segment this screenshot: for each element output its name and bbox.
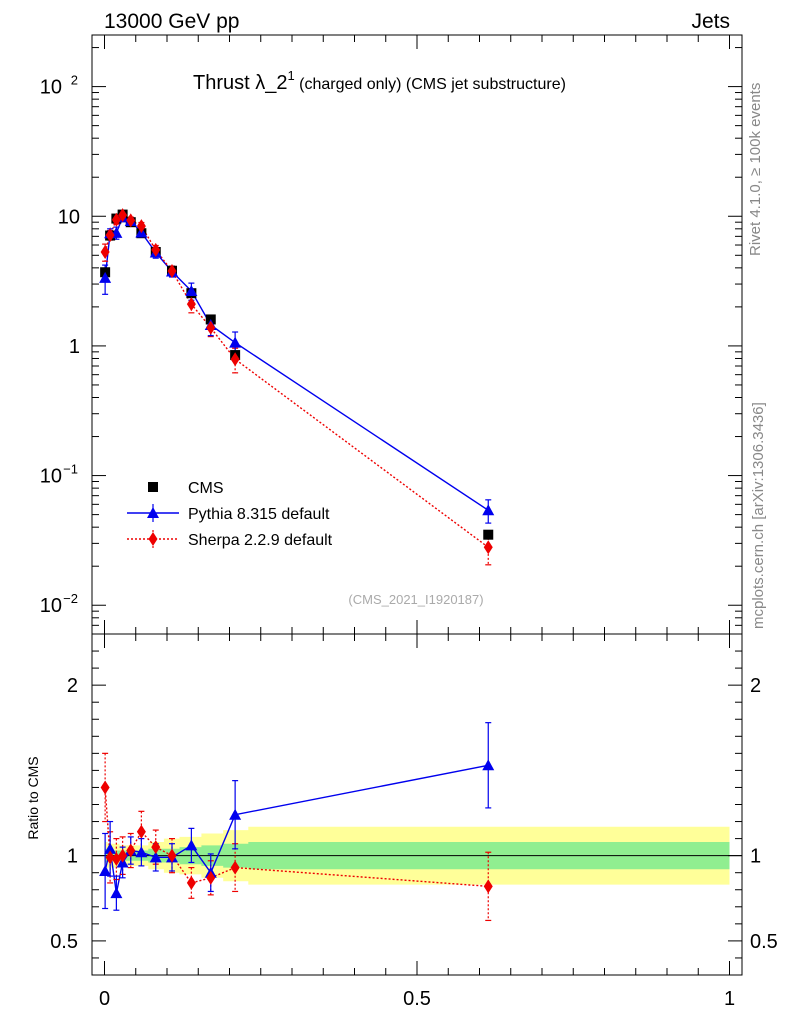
sherpa-point xyxy=(206,320,216,335)
sherpa-line xyxy=(104,214,489,548)
ratio-sherpa-point xyxy=(186,875,196,890)
ratio-y-tick-label-right: 1 xyxy=(750,846,761,868)
main-plot xyxy=(99,208,495,566)
ratio-pythia-point xyxy=(149,851,162,863)
pythia-point xyxy=(185,285,198,297)
x-tick-label: 0.5 xyxy=(403,988,431,1010)
ratio-pythia-point xyxy=(135,846,148,858)
sherpa-point xyxy=(151,242,161,257)
ratio-pythia-point xyxy=(229,808,242,820)
ratio-sherpa-point xyxy=(105,850,115,865)
ratio-y-tick-label: 1 xyxy=(67,846,78,868)
y-tick-mantissa: 10 xyxy=(40,466,62,488)
ratio-sherpa-point xyxy=(151,840,161,855)
x-tick-label: 1 xyxy=(724,988,735,1010)
title-rest: (charged only) (CMS jet substructure) xyxy=(295,76,566,93)
ratio-y-tick-label-right: 0.5 xyxy=(750,931,778,953)
ratio-sherpa-point xyxy=(118,848,128,863)
pythia-point xyxy=(99,271,112,283)
ratio-sherpa-point xyxy=(100,780,110,795)
y-tick-label: 10 xyxy=(58,206,80,228)
ratio-ylabel: Ratio to CMS xyxy=(25,756,41,839)
sherpa-point xyxy=(483,540,493,555)
y-tick-exponent: 2 xyxy=(71,73,78,88)
ratio-sherpa-point xyxy=(206,870,216,885)
ratio-sherpa-point xyxy=(483,879,493,894)
ratio-sherpa-point xyxy=(230,860,240,875)
legend-pythia-label: Pythia 8.315 default xyxy=(188,506,330,523)
ratio-sherpa-point xyxy=(167,848,177,863)
y-tick-label: 10 xyxy=(40,466,62,488)
x-tick-label: 0 xyxy=(99,988,110,1010)
ratio-pythia-point xyxy=(104,842,117,854)
pythia-point xyxy=(229,336,242,348)
y-tick-exponent: −1 xyxy=(63,462,78,477)
pythia-line xyxy=(104,216,489,511)
ratio-pythia-point xyxy=(482,759,495,771)
sherpa-point xyxy=(167,264,177,279)
sherpa-point xyxy=(186,297,196,312)
y-tick-exponent: −2 xyxy=(63,591,78,606)
sherpa-point xyxy=(230,352,240,367)
legend-cms-label: CMS xyxy=(188,480,224,497)
legend-sherpa-marker xyxy=(148,532,158,546)
sherpa-point xyxy=(111,212,121,227)
y-tick-mantissa: 10 xyxy=(40,77,62,99)
header-right: Jets xyxy=(691,10,730,33)
mcplots-label: mcplots.cern.ch [arXiv:1306.3436] xyxy=(750,402,767,629)
legend-pythia-marker xyxy=(147,507,159,518)
sherpa-point xyxy=(126,213,136,228)
sherpa-point xyxy=(105,228,115,243)
sherpa-point xyxy=(118,208,128,223)
y-tick-label: 1 xyxy=(69,336,80,358)
header-left: 13000 GeV pp xyxy=(104,10,239,33)
y-tick-label: 10 xyxy=(40,595,62,617)
ratio-frame xyxy=(91,633,743,976)
legend: CMS Pythia 8.315 default Sherpa 2.2.9 defa… xyxy=(127,480,333,549)
title-sup: 1 xyxy=(287,68,294,83)
cms-point xyxy=(483,529,494,540)
ratio-y-tick-label: 0.5 xyxy=(50,931,78,953)
ratio-pythia-line xyxy=(104,764,489,894)
plot-title: Thrust λ_21 (charged only) (CMS jet subs… xyxy=(193,68,566,94)
ratio-sherpa-point xyxy=(126,843,136,858)
sherpa-point xyxy=(136,219,146,234)
ratio-y-tick-label: 2 xyxy=(67,675,78,697)
ratio-plot xyxy=(99,722,495,922)
legend-cms-marker xyxy=(148,482,158,492)
ratio-sherpa-point xyxy=(136,824,146,839)
y-tick-label: 10 xyxy=(40,77,62,99)
ratio-pythia-point xyxy=(185,839,198,851)
ratio-pythia-point xyxy=(110,887,123,899)
title-main: Thrust λ_2 xyxy=(193,72,287,94)
pythia-point xyxy=(482,504,495,516)
sherpa-point xyxy=(100,245,110,260)
analysis-id: (CMS_2021_I1920187) xyxy=(348,592,483,607)
y-tick-mantissa: 10 xyxy=(40,595,62,617)
rivet-label: Rivet 4.1.0, ≥ 100k events xyxy=(747,83,764,256)
ratio-y-tick-label-right: 2 xyxy=(750,675,761,697)
ratio-pythia-point xyxy=(99,864,112,876)
legend-sherpa-label: Sherpa 2.2.9 default xyxy=(188,532,333,549)
